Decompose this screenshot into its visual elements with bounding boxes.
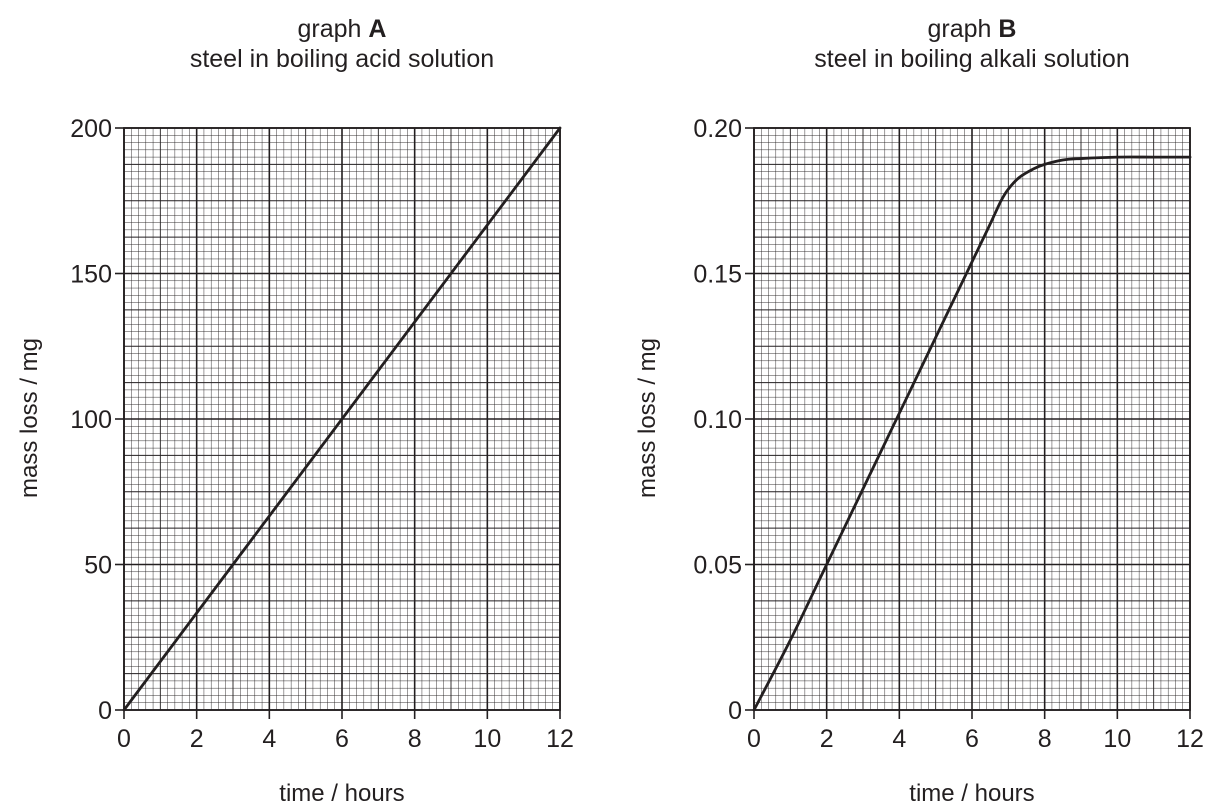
graph-b-x-tick-label: 12: [1176, 725, 1204, 753]
graph-a-x-tick-label: 0: [117, 725, 131, 753]
graph-a-series-line: [122, 126, 562, 712]
graph-b-subtitle: steel in boiling alkali solution: [814, 45, 1129, 73]
graph-b-y-tick-label: 0.05: [693, 552, 742, 580]
graph-b-x-tick-label: 4: [892, 725, 906, 753]
graph-b-x-tick-label: 2: [820, 725, 834, 753]
graph-a-y-tick-label: 200: [70, 115, 112, 143]
graph-a-y-label: mass loss / mg: [16, 338, 43, 498]
graph-b: graph B steel in boiling alkali solution…: [634, 15, 1204, 807]
graph-a-x-tick-label: 8: [408, 725, 422, 753]
graph-a-x-ticks: 0 2 4 6 8 10 12: [117, 710, 574, 753]
graph-b-y-tick-label: 0.15: [693, 261, 742, 289]
graph-b-y-tick-label: 0.20: [693, 115, 742, 143]
graph-a-x-tick-label: 2: [190, 725, 204, 753]
graph-b-x-tick-label: 0: [747, 725, 761, 753]
graph-b-series-line: [752, 155, 1192, 712]
graph-b-x-tick-label: 8: [1038, 725, 1052, 753]
graph-b-y-label: mass loss / mg: [634, 338, 661, 498]
graph-a-title: graph A: [298, 15, 387, 43]
graph-b-x-tick-label: 6: [965, 725, 979, 753]
graph-b-y-ticks: 0 0.05 0.10 0.15 0.20: [693, 115, 754, 725]
graph-b-series: [752, 155, 1192, 712]
graph-b-x-ticks: 0 2 4 6 8 10 12: [747, 710, 1204, 753]
graph-a-y-tick-label: 100: [70, 406, 112, 434]
graph-b-x-tick-label: 10: [1103, 725, 1131, 753]
graph-b-y-tick-label: 0: [728, 697, 742, 725]
graph-a-x-tick-label: 6: [335, 725, 349, 753]
graph-a-subtitle: steel in boiling acid solution: [190, 45, 494, 73]
graph-a-x-label: time / hours: [279, 780, 404, 807]
graph-a-y-tick-label: 150: [70, 261, 112, 289]
graph-a-y-tick-label: 50: [84, 552, 112, 580]
graph-a-y-ticks: 0 50 100 150 200: [70, 115, 124, 725]
graph-b-y-tick-label: 0.10: [693, 406, 742, 434]
graph-a-x-tick-label: 4: [262, 725, 276, 753]
graph-a-y-tick-label: 0: [98, 697, 112, 725]
graph-b-x-label: time / hours: [909, 780, 1034, 807]
graph-a: graph A steel in boiling acid solution 0…: [16, 15, 574, 807]
graph-b-grid: [753, 127, 1191, 711]
graph-a-series: [122, 126, 562, 712]
graph-a-x-tick-label: 12: [546, 725, 574, 753]
graph-b-title: graph B: [928, 15, 1017, 43]
graph-a-x-tick-label: 10: [473, 725, 501, 753]
